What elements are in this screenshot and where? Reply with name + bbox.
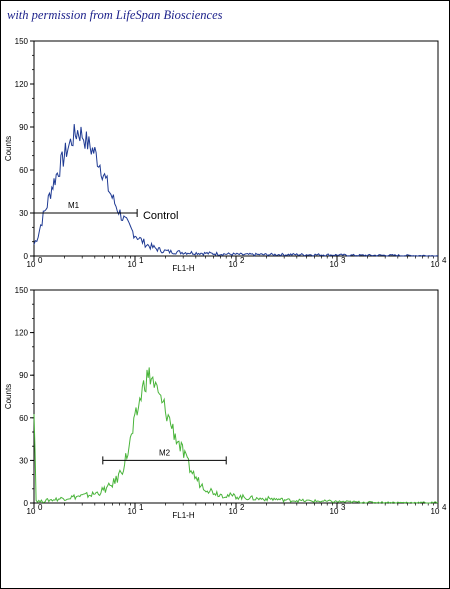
x-tick-exponent: 3 (341, 503, 346, 512)
gate-label: M2 (159, 448, 171, 457)
y-tick-label: 0 (24, 252, 29, 261)
y-tick-label: 150 (15, 37, 29, 46)
x-tick-exponent: 4 (442, 503, 447, 512)
x-tick-label: 10 (229, 507, 238, 516)
x-tick-label: 10 (27, 260, 36, 269)
y-tick-label: 60 (19, 166, 28, 175)
histogram-series-line (33, 367, 438, 504)
x-tick-exponent: 2 (240, 503, 245, 512)
histogram-series-line (33, 124, 439, 257)
credit-caption: with permission from LifeSpan Bioscience… (7, 8, 223, 22)
x-tick-label: 10 (27, 507, 36, 516)
plot-area (33, 289, 439, 504)
y-tick-label: 120 (15, 80, 29, 89)
y-tick-label: 90 (19, 371, 28, 380)
x-tick-label: 10 (330, 507, 339, 516)
y-tick-label: 30 (19, 456, 28, 465)
x-tick-exponent: 1 (139, 256, 144, 265)
x-tick-label: 10 (431, 260, 440, 269)
x-tick-exponent: 1 (139, 503, 144, 512)
annotation-text: Control (143, 210, 178, 222)
y-axis-label: Counts (4, 136, 13, 161)
x-tick-label: 10 (431, 507, 440, 516)
y-tick-label: 60 (19, 414, 28, 423)
x-axis-label: FL1-H (172, 264, 194, 273)
x-tick-exponent: 3 (341, 256, 346, 265)
y-tick-label: 0 (24, 499, 29, 508)
y-axis-label: Counts (4, 384, 13, 409)
y-tick-label: 90 (19, 123, 28, 132)
y-tick-label: 120 (15, 329, 29, 338)
gate-label: M1 (68, 201, 80, 210)
x-tick-label: 10 (128, 260, 137, 269)
y-tick-label: 150 (15, 286, 29, 295)
x-tick-exponent: 4 (442, 256, 447, 265)
x-axis-label: FL1-H (172, 511, 194, 520)
x-tick-exponent: 2 (240, 256, 245, 265)
x-tick-exponent: 0 (38, 503, 43, 512)
x-tick-label: 10 (229, 260, 238, 269)
x-tick-exponent: 0 (38, 256, 43, 265)
x-tick-label: 10 (330, 260, 339, 269)
y-tick-label: 30 (19, 209, 28, 218)
x-tick-label: 10 (128, 507, 137, 516)
